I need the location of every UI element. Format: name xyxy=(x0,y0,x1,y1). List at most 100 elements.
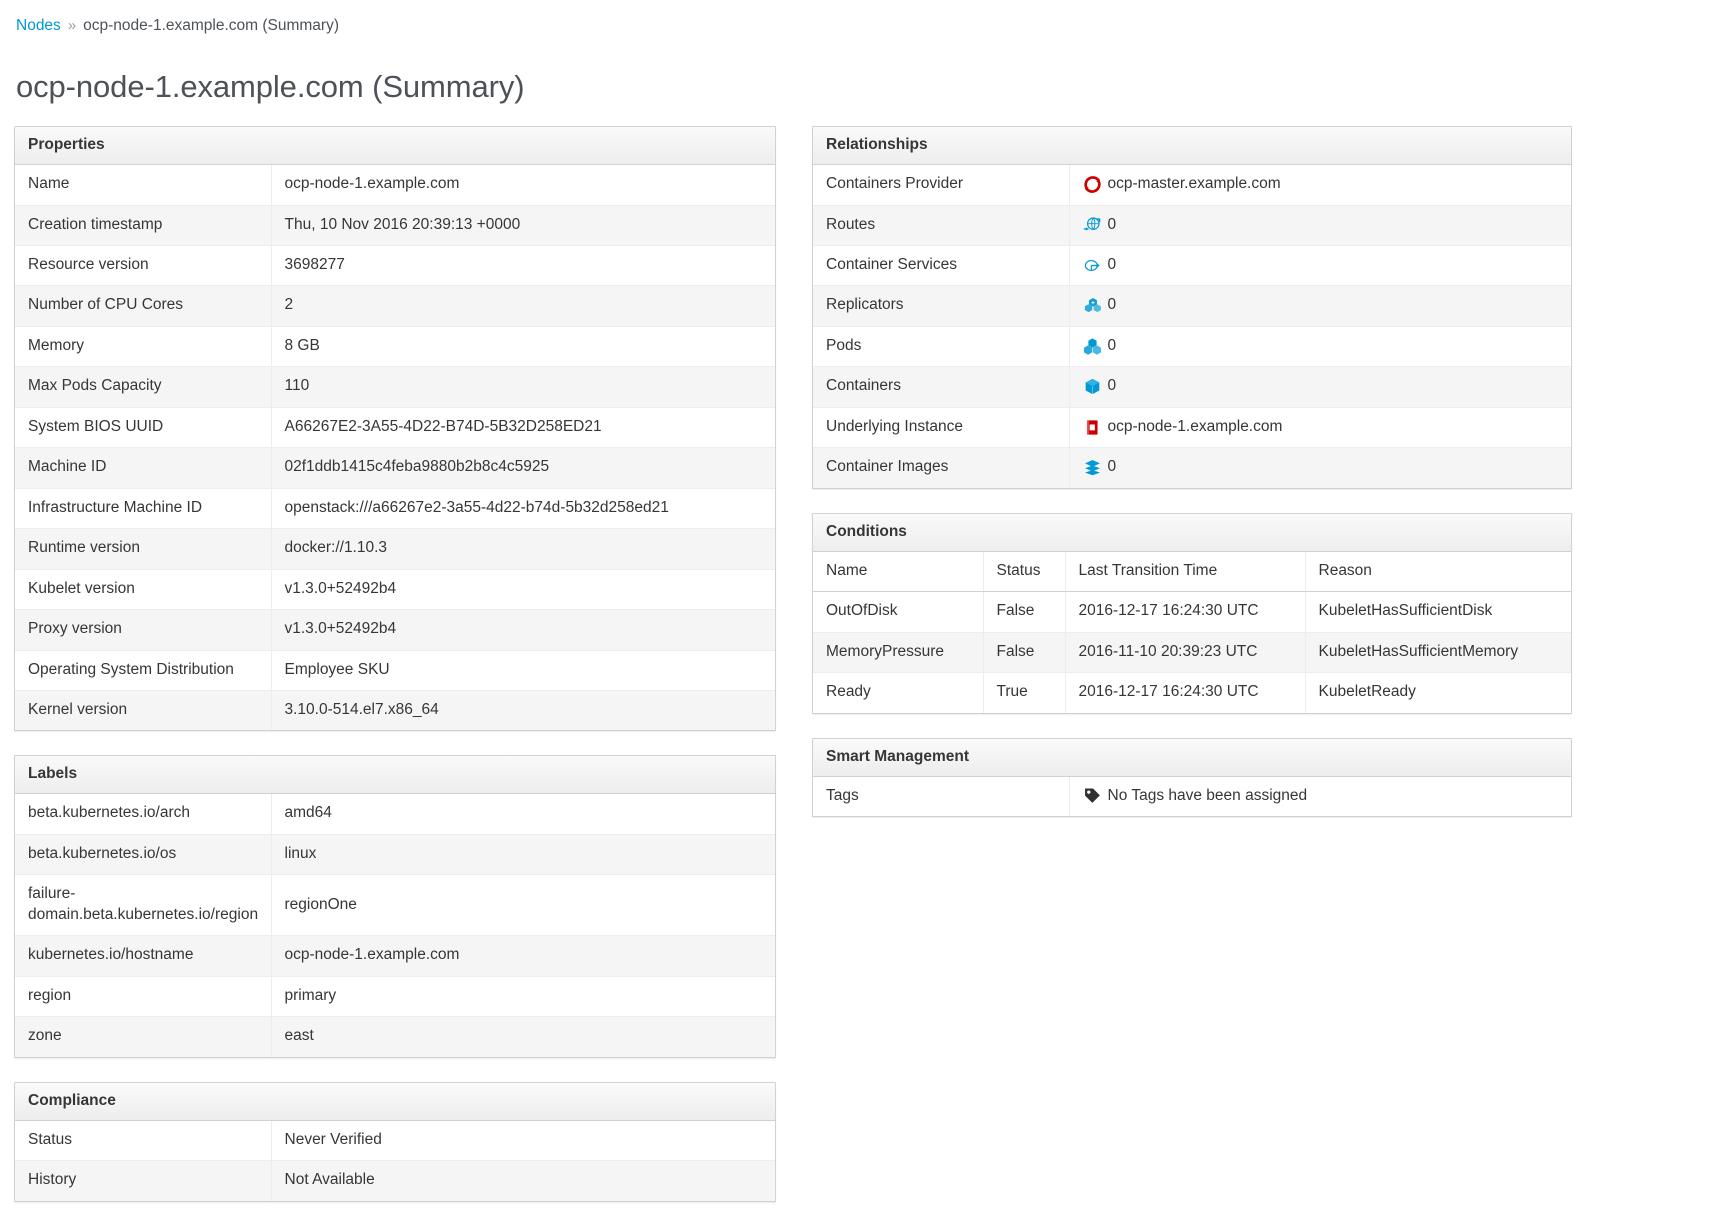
properties-value: A66267E2-3A55-4D22-B74D-5B32D258ED21 xyxy=(271,406,775,448)
breadcrumb: Nodes » ocp-node-1.example.com (Summary) xyxy=(14,12,1704,36)
table-row: Replicators 0 xyxy=(813,285,1571,327)
condition-status: False xyxy=(983,631,1066,673)
content-columns: Properties Name ocp-node-1.example.com Cre… xyxy=(14,126,1704,1225)
relationship-value-cell: 0 xyxy=(1069,285,1571,327)
pod-icon[interactable] xyxy=(1083,337,1102,356)
table-row: failure-domain.beta.kubernetes.io/region… xyxy=(15,874,775,936)
service-icon[interactable] xyxy=(1083,256,1102,275)
properties-key: Resource version xyxy=(15,244,272,286)
panel-conditions-title: Conditions xyxy=(813,513,1571,552)
table-row: Resource version 3698277 xyxy=(15,244,775,286)
table-row: Creation timestamp Thu, 10 Nov 2016 20:39… xyxy=(15,204,775,246)
relationship-value-wrapper: 0 xyxy=(1083,376,1560,396)
condition-time: 2016-11-10 20:39:23 UTC xyxy=(1065,631,1306,673)
table-row: Proxy version v1.3.0+52492b4 xyxy=(15,609,775,651)
properties-key: Runtime version xyxy=(15,528,272,570)
labels-value: regionOne xyxy=(271,874,775,936)
table-row: Containers 0 xyxy=(813,366,1571,408)
breadcrumb-link-nodes[interactable]: Nodes xyxy=(16,17,61,34)
panel-conditions: Conditions Name Status Last Transition Tim… xyxy=(812,512,1572,714)
labels-key: beta.kubernetes.io/arch xyxy=(15,794,272,835)
condition-time: 2016-12-17 16:24:30 UTC xyxy=(1065,591,1306,633)
relationship-value[interactable]: 0 xyxy=(1107,256,1117,273)
relationship-value[interactable]: ocp-master.example.com xyxy=(1107,175,1281,193)
breadcrumb-current: ocp-node-1.example.com (Summary) xyxy=(83,17,339,34)
relationship-value[interactable]: 0 xyxy=(1107,458,1117,476)
relationship-value-cell: 0 xyxy=(1069,366,1571,408)
properties-value: v1.3.0+52492b4 xyxy=(271,609,775,651)
compliance-value: Not Available xyxy=(271,1160,775,1201)
labels-key: failure-domain.beta.kubernetes.io/region xyxy=(15,874,272,936)
properties-value: 3.10.0-514.el7.x86_64 xyxy=(271,689,775,731)
relationship-key: Pods xyxy=(813,325,1070,367)
tag-icon[interactable] xyxy=(1083,786,1102,805)
properties-key: Number of CPU Cores xyxy=(15,285,272,327)
conditions-column-header: Reason xyxy=(1305,551,1571,593)
smart-management-value[interactable]: No Tags have been assigned xyxy=(1107,786,1308,804)
table-row: zone east xyxy=(15,1016,775,1057)
relationship-value-cell: ocp-master.example.com xyxy=(1069,165,1571,205)
left-column: Properties Name ocp-node-1.example.com Cre… xyxy=(14,126,776,1225)
properties-value: v1.3.0+52492b4 xyxy=(271,568,775,610)
relationship-value[interactable]: 0 xyxy=(1107,336,1117,354)
relationship-key: Containers xyxy=(813,366,1070,408)
relationship-key: Replicators xyxy=(813,285,1070,327)
table-row: Max Pods Capacity 110 xyxy=(15,366,775,408)
properties-value: ocp-node-1.example.com xyxy=(284,175,460,193)
table-row: Routes 0 xyxy=(813,204,1571,246)
labels-value: east xyxy=(271,1016,775,1057)
compliance-table: Status Never Verified History Not Available xyxy=(15,1120,775,1201)
properties-value: openstack:///a66267e2-3a55-4d22-b74d-5b3… xyxy=(271,487,775,529)
relationship-value-wrapper: ocp-master.example.com xyxy=(1083,174,1560,194)
smart-management-value-cell: No Tags have been assigned xyxy=(1069,777,1571,816)
properties-value: Employee SKU xyxy=(271,649,775,691)
right-column: Relationships Containers Provider ocp-mas… xyxy=(812,126,1572,841)
relationship-key: Containers Provider xyxy=(813,165,1070,206)
properties-key: Infrastructure Machine ID xyxy=(15,487,272,529)
relationship-value[interactable]: 0 xyxy=(1107,377,1117,395)
properties-key: Name xyxy=(15,165,272,206)
table-row: Kernel version 3.10.0-514.el7.x86_64 xyxy=(15,689,775,731)
relationship-key: Container Images xyxy=(813,447,1070,488)
properties-value: Thu, 10 Nov 2016 20:39:13 +0000 xyxy=(271,204,775,246)
condition-reason: KubeletHasSufficientDisk xyxy=(1318,602,1493,620)
properties-value: 110 xyxy=(271,366,775,408)
properties-key: Creation timestamp xyxy=(15,204,272,246)
table-row: Runtime version docker://1.10.3 xyxy=(15,528,775,570)
relationship-value[interactable]: 0 xyxy=(1107,296,1117,314)
relationship-value-wrapper: 0 xyxy=(1083,215,1560,235)
table-row: Tags No Tags have been assigned xyxy=(813,776,1571,816)
table-row: Operating System Distribution Employee SK… xyxy=(15,649,775,691)
condition-name: MemoryPressure xyxy=(813,631,984,673)
relationship-value-cell: 0 xyxy=(1069,325,1571,367)
relationship-key: Container Services xyxy=(813,244,1070,286)
table-row: Containers Provider ocp-master.example.co… xyxy=(813,165,1571,206)
relationship-value-wrapper: 0 xyxy=(1083,255,1560,275)
instance-icon[interactable] xyxy=(1083,418,1102,437)
replicator-icon[interactable] xyxy=(1083,296,1102,315)
properties-key: System BIOS UUID xyxy=(15,406,272,448)
image-layers-icon[interactable] xyxy=(1083,458,1102,477)
condition-time: 2016-12-17 16:24:30 UTC xyxy=(1065,672,1306,713)
properties-key: Machine ID xyxy=(15,447,272,489)
properties-key: Operating System Distribution xyxy=(15,649,272,691)
panel-properties-title: Properties xyxy=(15,127,775,166)
properties-value: docker://1.10.3 xyxy=(271,528,775,570)
relationship-value-cell: 0 xyxy=(1069,244,1571,286)
labels-value: primary xyxy=(271,975,775,1017)
condition-status: False xyxy=(983,591,1066,633)
route-icon[interactable] xyxy=(1083,215,1102,234)
openshift-provider-icon[interactable] xyxy=(1083,175,1102,194)
relationship-value[interactable]: 0 xyxy=(1107,215,1117,233)
table-row: History Not Available xyxy=(15,1160,775,1201)
labels-value: linux xyxy=(271,833,775,875)
relationship-value-wrapper: 0 xyxy=(1083,457,1560,477)
table-row: Ready True 2016-12-17 16:24:30 UTC KubeletR… xyxy=(813,672,1571,713)
relationship-value-wrapper: 0 xyxy=(1083,295,1560,315)
table-row: Machine ID 02f1ddb1415c4feba9880b2b8c4c59… xyxy=(15,447,775,489)
container-icon[interactable] xyxy=(1083,377,1102,396)
relationship-value[interactable]: ocp-node-1.example.com xyxy=(1107,417,1283,435)
panel-labels: Labels beta.kubernetes.io/arch amd64 beta.… xyxy=(14,755,776,1058)
table-row: Underlying Instance ocp-node-1.example.co… xyxy=(813,406,1571,448)
